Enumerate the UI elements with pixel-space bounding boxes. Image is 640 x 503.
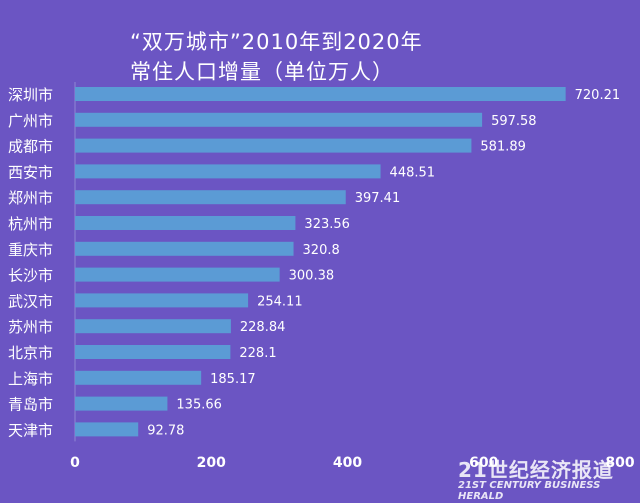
x-tick-label: 600 xyxy=(469,455,498,471)
category-label: 西安市 xyxy=(8,163,53,181)
data-label: 300.38 xyxy=(289,269,335,284)
bar xyxy=(75,396,168,411)
category-label: 郑州市 xyxy=(8,189,53,207)
watermark-subtitle: 21ST CENTURY BUSINESS HERALD xyxy=(458,480,601,502)
data-label: 320.8 xyxy=(303,243,340,258)
bar xyxy=(75,422,139,437)
chart-title-line-2: 常住人口增量（单位万人） xyxy=(130,60,394,84)
category-label: 上海市 xyxy=(8,370,53,388)
data-label: 228.1 xyxy=(239,346,276,361)
data-label: 597.58 xyxy=(491,114,537,129)
category-label: 苏州市 xyxy=(8,318,53,336)
data-label: 185.17 xyxy=(210,372,256,387)
x-tick-label: 800 xyxy=(605,455,634,471)
category-label: 武汉市 xyxy=(8,292,53,310)
x-tick-label: 200 xyxy=(197,455,226,471)
bar xyxy=(75,370,202,385)
category-label: 深圳市 xyxy=(8,86,53,104)
data-label: 397.41 xyxy=(355,191,401,206)
watermark-logo: 21世纪经济报道 xyxy=(458,458,614,482)
category-label: 天津市 xyxy=(8,421,53,439)
bar xyxy=(75,112,483,127)
bar xyxy=(75,293,249,308)
bar xyxy=(75,267,280,282)
data-label: 228.84 xyxy=(240,320,286,335)
category-label: 杭州市 xyxy=(8,215,53,233)
bar xyxy=(75,216,296,230)
category-label: 成都市 xyxy=(8,138,53,156)
x-tick-label: 0 xyxy=(70,455,80,471)
x-tick-label: 400 xyxy=(333,455,362,471)
data-label: 135.66 xyxy=(176,398,222,413)
category-label: 广州市 xyxy=(8,112,53,130)
data-label: 581.89 xyxy=(480,140,526,155)
data-label: 92.78 xyxy=(147,423,184,438)
data-label: 720.21 xyxy=(575,88,621,103)
bar xyxy=(75,87,566,101)
bar xyxy=(75,319,231,334)
bar xyxy=(75,241,294,256)
data-label: 254.11 xyxy=(257,294,303,309)
chart-title-line-1: “双万城市”2010年到2020年 xyxy=(130,30,423,54)
bar xyxy=(75,345,231,359)
category-label: 重庆市 xyxy=(8,241,53,259)
category-label: 青岛市 xyxy=(8,396,53,414)
data-label: 323.56 xyxy=(304,217,350,232)
bar xyxy=(75,138,472,153)
category-label: 长沙市 xyxy=(8,267,53,285)
category-label: 北京市 xyxy=(8,344,53,362)
bar xyxy=(75,190,346,205)
data-label: 448.51 xyxy=(390,165,436,180)
bar xyxy=(75,164,381,179)
